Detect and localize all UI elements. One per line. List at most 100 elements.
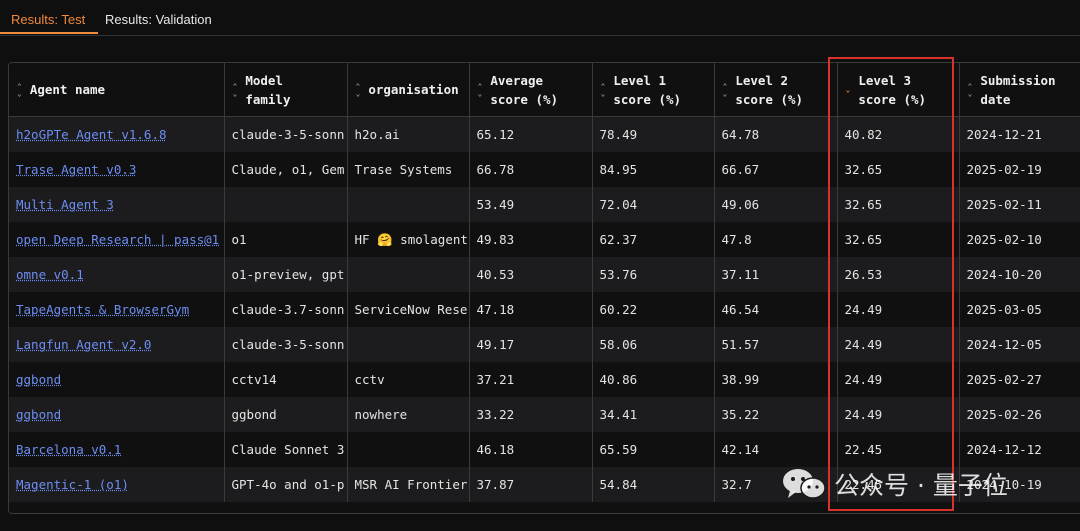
- agent-link[interactable]: Langfun Agent v2.0: [16, 337, 152, 352]
- agent-name-cell: Magentic-1 (o1): [9, 467, 225, 502]
- level1-score-cell: 40.86: [592, 362, 715, 397]
- submission-date-cell: 2024-12-12: [959, 432, 1080, 467]
- organisation-cell: [347, 187, 470, 222]
- level2-score-cell: 47.8: [714, 222, 838, 257]
- sort-icon[interactable]: ⌃ ⌄: [355, 81, 361, 98]
- organisation-cell: [347, 257, 470, 292]
- model-family-cell: o1-preview, gpt: [224, 257, 348, 292]
- agent-link[interactable]: open Deep Research | pass@1: [16, 232, 220, 247]
- agent-name-cell: TapeAgents & BrowserGym: [9, 292, 225, 327]
- column-header-2[interactable]: ⌃ ⌄ organisation: [347, 63, 470, 117]
- agent-link[interactable]: h2oGPTe Agent v1.6.8: [16, 127, 167, 142]
- agent-link[interactable]: ggbond: [16, 407, 62, 422]
- organisation-cell: nowhere: [347, 397, 470, 432]
- sort-icon[interactable]: ⌃ ⌄: [232, 81, 238, 98]
- submission-date-cell: 2025-02-11: [959, 187, 1080, 222]
- level3-score-cell: 22.45: [837, 467, 960, 502]
- watermark-text: 公众号 · 量子位: [834, 471, 1008, 500]
- level2-score-cell: 38.99: [714, 362, 838, 397]
- level2-score-cell: 51.57: [714, 327, 838, 362]
- level3-score-cell: 32.65: [837, 152, 960, 187]
- level3-score-cell: 32.65: [837, 222, 960, 257]
- organisation-cell: [347, 327, 470, 362]
- agent-link[interactable]: TapeAgents & BrowserGym: [16, 302, 190, 317]
- table-row: open Deep Research | pass@1 o1 HF 🤗 smolag…: [9, 222, 1080, 257]
- agent-name-cell: Barcelona v0.1: [9, 432, 225, 467]
- level1-score-cell: 34.41: [592, 397, 715, 432]
- column-header-1[interactable]: ⌃ ⌄ Model family: [224, 63, 348, 117]
- submission-date-cell: 2024-10-19: [959, 467, 1080, 502]
- model-family-cell: [224, 187, 348, 222]
- column-header-label: organisation: [368, 82, 459, 97]
- level2-score-cell: 42.14: [714, 432, 838, 467]
- column-header-label: Agent name: [29, 82, 106, 97]
- agent-name-cell: Trase Agent v0.3: [9, 152, 225, 187]
- average-score-cell: 37.21: [469, 362, 593, 397]
- level2-score-cell: 66.67: [714, 152, 838, 187]
- model-family-cell: claude-3.7-sonn: [224, 292, 348, 327]
- level1-score-cell: 65.59: [592, 432, 715, 467]
- table-row: TapeAgents & BrowserGym claude-3.7-sonn Se…: [9, 292, 1080, 327]
- model-family-cell: Claude, o1, Gem: [224, 152, 348, 187]
- organisation-cell: MSR AI Frontier: [347, 467, 470, 502]
- column-header-0[interactable]: ⌃ ⌄ Agent name: [9, 63, 225, 117]
- average-score-cell: 49.83: [469, 222, 593, 257]
- column-header-5[interactable]: ⌃ ⌄ Level 2 score (%): [714, 63, 838, 117]
- agent-link[interactable]: Barcelona v0.1: [16, 442, 122, 457]
- level1-score-cell: 78.49: [592, 116, 715, 152]
- tab-results-validation[interactable]: Results: Validation: [105, 12, 212, 27]
- submission-date-cell: 2024-12-05: [959, 327, 1080, 362]
- agent-name-cell: omne v0.1: [9, 257, 225, 292]
- level1-score-cell: 62.37: [592, 222, 715, 257]
- sort-icon[interactable]: ⌃ ⌄: [477, 81, 483, 98]
- submission-date-cell: 2024-12-21: [959, 116, 1080, 152]
- organisation-cell: h2o.ai: [347, 116, 470, 152]
- tab-results-test[interactable]: Results: Test: [0, 0, 99, 34]
- table-row: Barcelona v0.1 Claude Sonnet 3 46.18 65.59 4…: [9, 432, 1080, 467]
- agent-name-cell: Multi Agent 3: [9, 187, 225, 222]
- agent-link[interactable]: ggbond: [16, 372, 62, 387]
- table-row: Multi Agent 3 53.49 72.04 49.06 32.65 2025-02…: [9, 187, 1080, 222]
- table-row: ggbond cctv14 cctv 37.21 40.86 38.99 24.49 2025…: [9, 362, 1080, 397]
- table-body: h2oGPTe Agent v1.6.8 claude-3-5-sonn h2o.a…: [9, 116, 1080, 502]
- agent-link[interactable]: omne v0.1: [16, 267, 84, 282]
- column-header-7[interactable]: ⌃ ⌄ Submission date: [959, 63, 1080, 117]
- submission-date-cell: 2025-03-05: [959, 292, 1080, 327]
- sort-icon[interactable]: ⌃ ⌄: [722, 81, 728, 98]
- level3-score-cell: 24.49: [837, 292, 960, 327]
- column-header-6[interactable]: ⌄ Level 3 score (%): [837, 63, 960, 117]
- sort-icon[interactable]: ⌄: [845, 85, 851, 94]
- level1-score-cell: 60.22: [592, 292, 715, 327]
- column-header-label: Level 3 score (%): [858, 72, 927, 107]
- level2-score-cell: 35.22: [714, 397, 838, 432]
- level3-score-cell: 24.49: [837, 362, 960, 397]
- column-header-3[interactable]: ⌃ ⌄ Average score (%): [469, 63, 593, 117]
- agent-name-cell: Langfun Agent v2.0: [9, 327, 225, 362]
- submission-date-cell: 2025-02-27: [959, 362, 1080, 397]
- agent-link[interactable]: Magentic-1 (o1): [16, 477, 129, 492]
- agent-name-cell: ggbond: [9, 362, 225, 397]
- submission-date-cell: 2025-02-10: [959, 222, 1080, 257]
- sort-icon[interactable]: ⌃ ⌄: [17, 81, 22, 98]
- leaderboard-table: ⌃ ⌄ Agent name ⌃ ⌄ Model family ⌃ ⌄ organisation…: [8, 62, 1080, 514]
- submission-date-cell: 2024-10-20: [959, 257, 1080, 292]
- column-header-label: Level 1 score (%): [613, 72, 682, 107]
- column-header-label: Average score (%): [490, 72, 559, 107]
- level1-score-cell: 72.04: [592, 187, 715, 222]
- average-score-cell: 47.18: [469, 292, 593, 327]
- agent-link[interactable]: Trase Agent v0.3: [16, 162, 137, 177]
- column-header-4[interactable]: ⌃ ⌄ Level 1 score (%): [592, 63, 715, 117]
- model-family-cell: claude-3-5-sonn: [224, 116, 348, 152]
- level3-score-cell: 26.53: [837, 257, 960, 292]
- average-score-cell: 53.49: [469, 187, 593, 222]
- level3-score-cell: 32.65: [837, 187, 960, 222]
- sort-icon[interactable]: ⌃ ⌄: [600, 81, 606, 98]
- agent-name-cell: open Deep Research | pass@1: [9, 222, 225, 257]
- agent-name-cell: h2oGPTe Agent v1.6.8: [9, 116, 225, 152]
- organisation-cell: [347, 432, 470, 467]
- model-family-cell: ggbond: [224, 397, 348, 432]
- level2-score-cell: 64.78: [714, 116, 838, 152]
- agent-link[interactable]: Multi Agent 3: [16, 197, 114, 212]
- column-header-label: Submission date: [980, 72, 1056, 107]
- sort-icon[interactable]: ⌃ ⌄: [967, 81, 973, 98]
